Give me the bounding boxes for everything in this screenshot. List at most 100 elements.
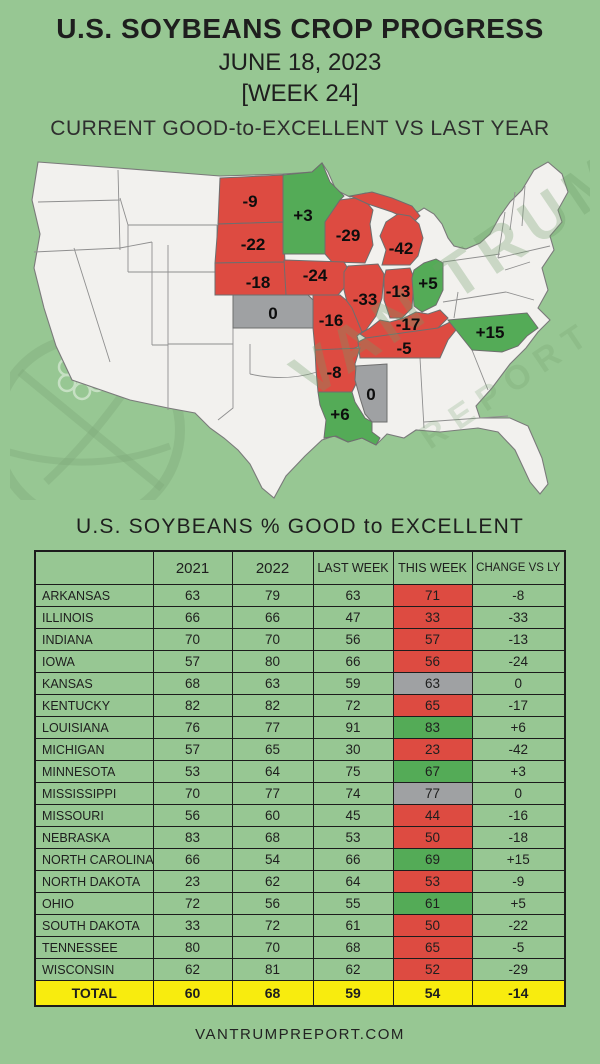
value-2022: 77 bbox=[231, 716, 314, 739]
state-iowa-label: -24 bbox=[303, 266, 328, 285]
state-arkansas bbox=[314, 347, 361, 393]
value-last-week: 62 bbox=[312, 958, 394, 981]
value-this-week: 52 bbox=[392, 958, 473, 981]
value-change-vs-ly: -5 bbox=[471, 936, 566, 959]
state-name: IOWA bbox=[34, 650, 154, 673]
state-ohio bbox=[411, 258, 444, 313]
value-2021: 66 bbox=[152, 848, 233, 871]
state-name: MICHIGAN bbox=[34, 738, 154, 761]
table-title: U.S. SOYBEANS % GOOD to EXCELLENT bbox=[75, 515, 525, 538]
value-this-week: 50 bbox=[392, 914, 473, 937]
table-row: KANSAS 68 63 59 63 0 bbox=[34, 672, 566, 695]
state-south-dakota-label: -22 bbox=[241, 235, 266, 254]
value-2021: 23 bbox=[152, 870, 233, 893]
state-missouri-label: -16 bbox=[319, 311, 344, 330]
value-last-week: 66 bbox=[312, 848, 394, 871]
column-header-last-week: LAST WEEK bbox=[312, 550, 394, 585]
table-row: MICHIGAN 57 65 30 23 -42 bbox=[34, 738, 566, 761]
value-2022: 62 bbox=[231, 870, 314, 893]
state-north-dakota-label: -9 bbox=[242, 192, 257, 211]
state-nebraska-label: -18 bbox=[246, 273, 271, 292]
value-change-vs-ly: +5 bbox=[471, 892, 566, 915]
value-this-week: 61 bbox=[392, 892, 473, 915]
table-row: OHIO 72 56 55 61 +5 bbox=[34, 892, 566, 915]
state-name: TENNESSEE bbox=[34, 936, 154, 959]
table-total-row: TOTAL 60 68 59 54 -14 bbox=[34, 980, 566, 1007]
value-2022: 72 bbox=[231, 914, 314, 937]
value-2022: 65 bbox=[231, 738, 314, 761]
table-row: SOUTH DAKOTA 33 72 61 50 -22 bbox=[34, 914, 566, 937]
state-mississippi-label: 0 bbox=[366, 385, 375, 404]
state-name: ILLINOIS bbox=[34, 606, 154, 629]
value-last-week: 61 bbox=[312, 914, 394, 937]
state-arkansas-label: -8 bbox=[326, 363, 341, 382]
table-row: NORTH DAKOTA 23 62 64 53 -9 bbox=[34, 870, 566, 893]
value-this-week: 53 bbox=[392, 870, 473, 893]
table-header-row: 2021 2022 LAST WEEK THIS WEEK CHANGE VS … bbox=[34, 550, 566, 585]
value-2022: 82 bbox=[231, 694, 314, 717]
value-this-week: 71 bbox=[392, 584, 473, 607]
value-change-vs-ly: +3 bbox=[471, 760, 566, 783]
value-change-vs-ly: -33 bbox=[471, 606, 566, 629]
value-last-week: 55 bbox=[312, 892, 394, 915]
value-change-vs-ly: -29 bbox=[471, 958, 566, 981]
state-north-carolina-label: +15 bbox=[476, 323, 505, 342]
value-2021: 70 bbox=[152, 782, 233, 805]
value-2021: 76 bbox=[152, 716, 233, 739]
value-this-week: 56 bbox=[392, 650, 473, 673]
state-tennessee-label: -5 bbox=[396, 339, 411, 358]
page-title: U.S. SOYBEANS CROP PROGRESS bbox=[56, 13, 544, 44]
table-row: KENTUCKY 82 82 72 65 -17 bbox=[34, 694, 566, 717]
value-change-vs-ly: -16 bbox=[471, 804, 566, 827]
column-header-state bbox=[34, 550, 154, 585]
value-change-vs-ly: -8 bbox=[471, 584, 566, 607]
state-wisconsin bbox=[324, 197, 374, 264]
state-name: MINNESOTA bbox=[34, 760, 154, 783]
state-name: MISSISSIPPI bbox=[34, 782, 154, 805]
report-date: JUNE 18, 2023 bbox=[218, 49, 382, 76]
value-this-week: 63 bbox=[392, 672, 473, 695]
value-2021: 68 bbox=[152, 672, 233, 695]
column-header-2021: 2021 bbox=[152, 550, 233, 585]
state-north-carolina bbox=[447, 312, 539, 353]
value-2021: 80 bbox=[152, 936, 233, 959]
value-change-vs-ly: -13 bbox=[471, 628, 566, 651]
value-this-week: 65 bbox=[392, 936, 473, 959]
value-2021: 53 bbox=[152, 760, 233, 783]
us-outline bbox=[31, 161, 569, 499]
value-2022: 80 bbox=[231, 650, 314, 673]
column-header-this-week: THIS WEEK bbox=[392, 550, 473, 585]
value-this-week: 69 bbox=[392, 848, 473, 871]
value-change-vs-ly: -42 bbox=[471, 738, 566, 761]
value-2021: 63 bbox=[152, 584, 233, 607]
value-2021: 72 bbox=[152, 892, 233, 915]
value-last-week: 45 bbox=[312, 804, 394, 827]
state-minnesota bbox=[282, 162, 345, 255]
map-subtitle: CURRENT GOOD-to-EXCELLENT VS LAST YEAR bbox=[50, 117, 550, 140]
table-row: IOWA 57 80 66 56 -24 bbox=[34, 650, 566, 673]
value-this-week: 50 bbox=[392, 826, 473, 849]
state-name: WISCONSIN bbox=[34, 958, 154, 981]
value-last-week: 66 bbox=[312, 650, 394, 673]
column-header-2022: 2022 bbox=[231, 550, 314, 585]
state-kentucky-label: -17 bbox=[396, 315, 421, 334]
state-indiana bbox=[383, 267, 415, 319]
value-last-week: 63 bbox=[312, 584, 394, 607]
value-last-week: 56 bbox=[312, 628, 394, 651]
table-row: NEBRASKA 83 68 53 50 -18 bbox=[34, 826, 566, 849]
value-2021: 57 bbox=[152, 738, 233, 761]
value-2021: 70 bbox=[152, 628, 233, 651]
value-change-vs-ly: 0 bbox=[471, 672, 566, 695]
crop-table-body: ARKANSAS 63 79 63 71 -8 ILLINOIS 66 66 47 33 -33 IND… bbox=[34, 584, 566, 981]
value-2021: 57 bbox=[152, 650, 233, 673]
site-url: VANTRUMPREPORT.COM bbox=[195, 1026, 405, 1043]
value-this-week: 23 bbox=[392, 738, 473, 761]
state-kansas-label: 0 bbox=[268, 304, 277, 323]
total-label: TOTAL bbox=[34, 980, 154, 1007]
value-2022: 79 bbox=[231, 584, 314, 607]
state-michigan-label: -42 bbox=[389, 239, 414, 258]
value-2021: 33 bbox=[152, 914, 233, 937]
value-last-week: 74 bbox=[312, 782, 394, 805]
value-this-week: 67 bbox=[392, 760, 473, 783]
